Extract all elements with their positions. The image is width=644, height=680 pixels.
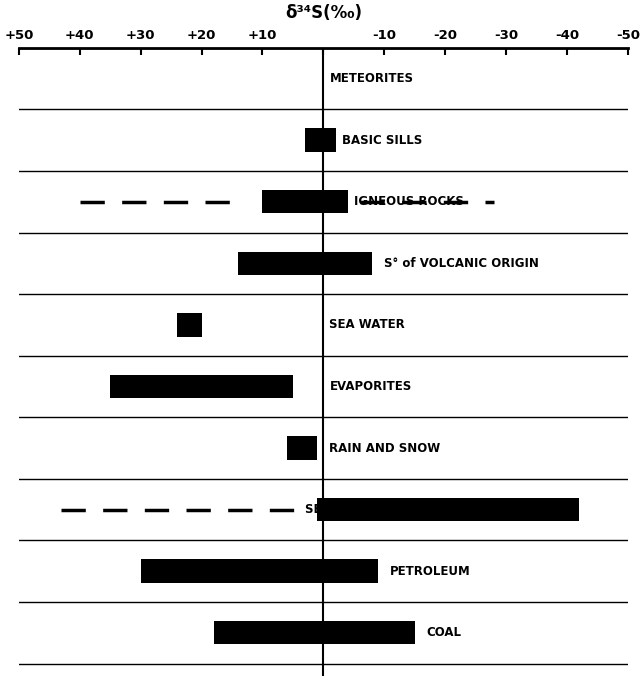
Text: EVAPORITES: EVAPORITES bbox=[330, 380, 412, 393]
Text: SEDEMENTARY SULPHIDES: SEDEMENTARY SULPHIDES bbox=[305, 503, 481, 516]
Text: IGNEOUS ROCKS: IGNEOUS ROCKS bbox=[354, 195, 464, 208]
Text: RAIN AND SNOW: RAIN AND SNOW bbox=[330, 441, 440, 454]
Text: PETROLEUM: PETROLEUM bbox=[390, 564, 471, 578]
Text: S° of VOLCANIC ORIGIN: S° of VOLCANIC ORIGIN bbox=[384, 257, 539, 270]
Text: METEORITES: METEORITES bbox=[330, 72, 413, 85]
X-axis label: δ³⁴S(‰): δ³⁴S(‰) bbox=[285, 4, 362, 22]
Text: SEA WATER: SEA WATER bbox=[330, 318, 405, 331]
Text: BASIC SILLS: BASIC SILLS bbox=[341, 134, 422, 147]
Text: COAL: COAL bbox=[427, 626, 462, 639]
